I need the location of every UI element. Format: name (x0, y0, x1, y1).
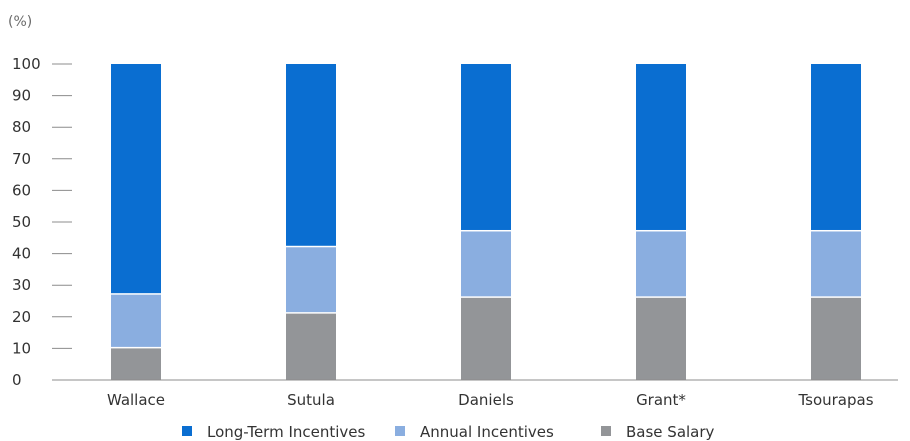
bar-segment (461, 231, 511, 297)
bar-segment (636, 64, 686, 230)
bar-segment (286, 247, 336, 313)
bar-segment (111, 294, 161, 347)
legend: Long-Term Incentives Annual Incentives Bas… (182, 423, 715, 441)
y-tick-label: 80 (12, 118, 31, 136)
y-tick-label: 60 (12, 181, 31, 199)
bar-segment (811, 64, 861, 230)
y-tick-label: 0 (12, 371, 22, 389)
x-tick-label: Sutula (287, 391, 335, 409)
legend-swatch (601, 426, 611, 436)
bar-segment (461, 297, 511, 380)
bar-segment (111, 348, 161, 380)
y-tick-label: 30 (12, 276, 31, 294)
x-tick-label: Wallace (107, 391, 165, 409)
bar-segment (811, 231, 861, 297)
bar-segment (636, 297, 686, 380)
x-tick-label: Grant* (636, 391, 686, 409)
bars (111, 64, 861, 380)
y-axis-label: (%) (8, 14, 32, 30)
bar-segment (636, 231, 686, 297)
bar-segment (461, 64, 511, 230)
legend-swatch (395, 426, 405, 436)
y-tick-label: 90 (12, 87, 31, 105)
y-tick-label: 10 (12, 339, 31, 357)
legend-swatch (182, 426, 192, 436)
y-tick-label: 100 (12, 55, 41, 73)
x-tick-label: Tsourapas (797, 391, 873, 409)
y-tick-label: 20 (12, 308, 31, 326)
bar-segment (286, 313, 336, 380)
legend-label: Long-Term Incentives (207, 423, 366, 441)
legend-label: Base Salary (626, 423, 715, 441)
x-axis-labels: Wallace Sutula Daniels Grant* Tsourapas (107, 391, 874, 409)
bar-segment (811, 297, 861, 380)
y-tick-label: 40 (12, 245, 31, 263)
x-tick-label: Daniels (458, 391, 514, 409)
bar-segment (286, 64, 336, 246)
y-axis: 0 10 20 30 40 50 60 70 80 90 100 (12, 55, 72, 389)
legend-label: Annual Incentives (420, 423, 554, 441)
bar-segment (111, 64, 161, 294)
y-tick-label: 70 (12, 150, 31, 168)
y-tick-label: 50 (12, 213, 31, 231)
